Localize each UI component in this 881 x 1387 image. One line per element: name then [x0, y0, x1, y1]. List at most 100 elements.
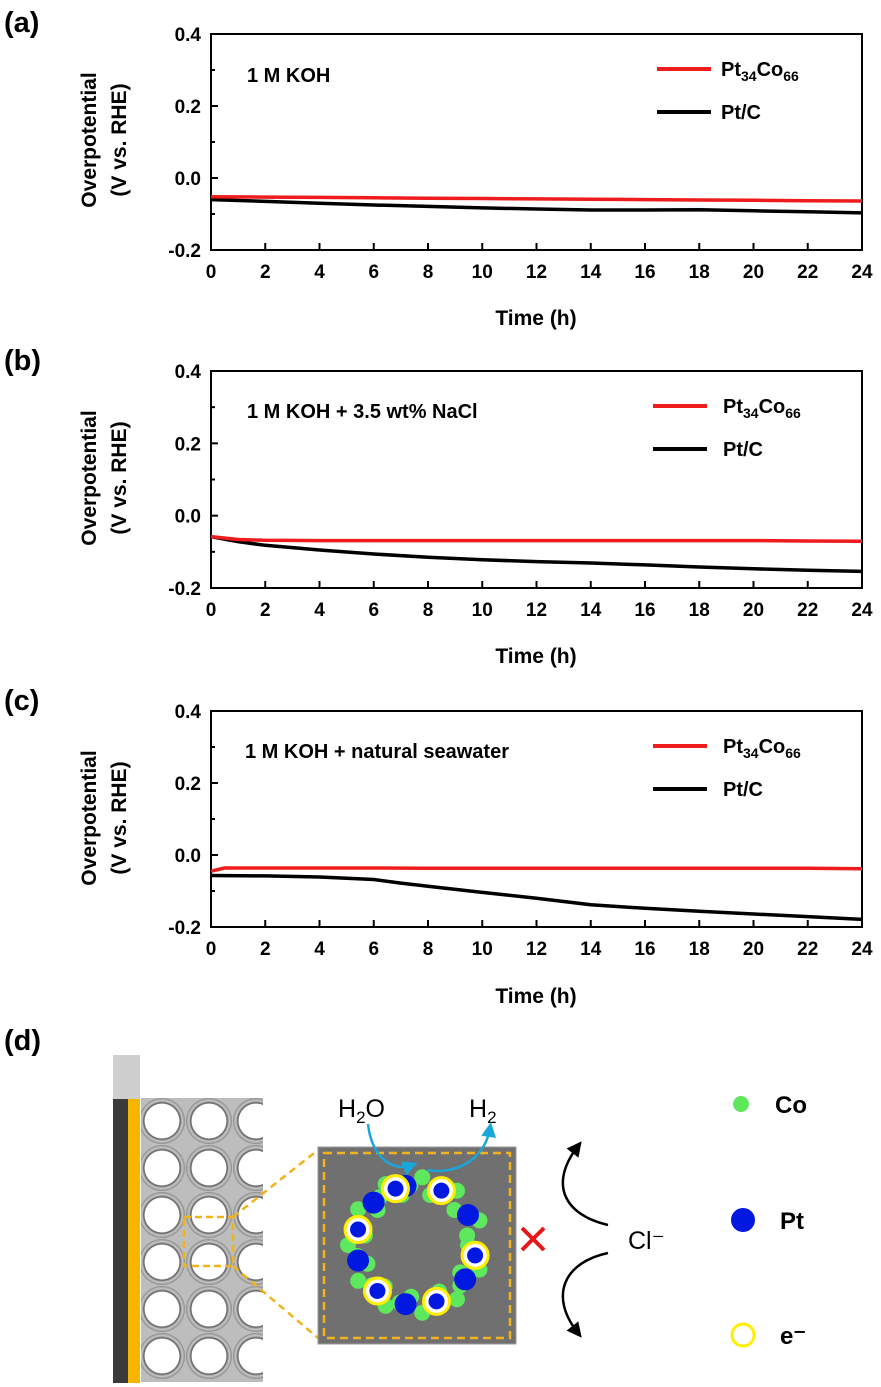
- y-axis-label-line1: Overpotential: [78, 410, 101, 545]
- y-ticks: -0.2 0.0 0.2 0.4: [168, 25, 218, 262]
- foam-pore: [233, 1145, 263, 1191]
- foam-pore: [186, 1239, 232, 1285]
- panel-d-schematic: (d) H2O H2 Cl⁻ Co Pt e⁻: [4, 1025, 807, 1383]
- x-tick-label: 4: [314, 600, 325, 621]
- series-line-ptc: [210, 873, 863, 922]
- x-axis-label: Time (h): [495, 985, 576, 1008]
- x-tick-label: 12: [526, 939, 547, 960]
- x-tick-label: 22: [797, 600, 818, 621]
- foam-pore: [280, 1098, 326, 1144]
- y-tick-label: 0.4: [175, 702, 202, 723]
- y-tick-label: 0.0: [175, 169, 201, 190]
- panel-b: (b) Overpotential (V vs. RHE) 0 2 4 6 8 10 12 1…: [4, 345, 873, 668]
- x-tick-label: 16: [634, 600, 655, 621]
- x-tick-label: 6: [368, 600, 379, 621]
- x-tick-label: 22: [797, 262, 818, 283]
- x-tick-label: 6: [368, 939, 379, 960]
- y-axis-label-line2: (V vs. RHE): [108, 83, 131, 196]
- legend-label-ptc: Pt/C: [723, 439, 763, 461]
- x-tick-label: 18: [689, 262, 710, 283]
- x-tick-label: 4: [314, 262, 325, 283]
- pt-particle: [362, 1191, 385, 1214]
- co-particle: [350, 1201, 367, 1218]
- electron-legend-label: e⁻: [780, 1323, 806, 1350]
- y-tick-label: 0.0: [175, 507, 201, 528]
- y-tick-label: -0.2: [168, 241, 201, 262]
- x-tick-label: 16: [634, 262, 655, 283]
- x-tick-label: 8: [423, 939, 434, 960]
- x-tick-label: 22: [797, 939, 818, 960]
- foam-pore: [141, 1192, 185, 1238]
- x-tick-label: 20: [743, 600, 764, 621]
- x-tick-label: 24: [851, 600, 873, 621]
- y-tick-label: 0.2: [175, 97, 201, 118]
- surface-to-h2-arrow: [427, 1122, 497, 1173]
- series-line-pt34co66: [210, 866, 863, 873]
- x-tick-label: 16: [634, 939, 655, 960]
- foam-pore: [186, 1145, 232, 1191]
- co-particle: [350, 1272, 367, 1289]
- y-tick-label: -0.2: [168, 579, 201, 600]
- cross-icon: [520, 1226, 546, 1252]
- x-tick-label: 2: [260, 262, 271, 283]
- co-particle: [448, 1291, 465, 1308]
- condition-label: 1 M KOH + 3.5 wt% NaCl: [247, 401, 478, 423]
- x-tick-label: 0: [206, 939, 217, 960]
- x-tick-label: 18: [689, 600, 710, 621]
- pt-particle: [394, 1293, 417, 1316]
- foam-pore: [233, 1098, 263, 1144]
- co-legend-label: Co: [775, 1092, 807, 1119]
- x-tick-label: 24: [851, 939, 873, 960]
- electrode-substrate: [113, 1099, 128, 1383]
- zoom-source-box: [182, 1215, 235, 1268]
- catalyst-ring: [340, 1169, 490, 1321]
- foam-pore: [186, 1286, 232, 1332]
- x-axis-label: Time (h): [495, 645, 576, 668]
- pt-particle: [350, 1221, 367, 1238]
- legend-label-ptco: Pt34Co66: [721, 59, 799, 84]
- y-tick-label: 0.2: [175, 434, 201, 455]
- y-tick-label: 0.4: [175, 25, 202, 46]
- x-tick-label: 24: [851, 262, 873, 283]
- x-axis-label: Time (h): [495, 307, 576, 330]
- h2o-label: H2O: [338, 1095, 385, 1127]
- electrode-cap: [113, 1055, 140, 1099]
- x-tick-label: 18: [689, 939, 710, 960]
- y-tick-label: 0.2: [175, 774, 201, 795]
- panel-label: (b): [4, 345, 41, 377]
- pt-particle: [428, 1293, 445, 1310]
- y-axis-label-line2: (V vs. RHE): [108, 421, 131, 534]
- legend-label-ptc: Pt/C: [723, 779, 763, 801]
- foam-pore: [233, 1192, 263, 1238]
- pt-particle: [433, 1182, 450, 1199]
- foam-pores: [141, 1098, 326, 1379]
- panel-c: (c) Overpotential (V vs. RHE) 0 2 4 6 8 10 12 1…: [4, 685, 873, 1008]
- y-axis-label-line1: Overpotential: [78, 750, 101, 885]
- y-ticks: -0.2 0.0 0.2 0.4: [168, 702, 218, 939]
- panel-label: (c): [4, 685, 39, 717]
- y-tick-label: -0.2: [168, 918, 201, 939]
- y-axis-label-line1: Overpotential: [78, 72, 101, 207]
- chloride-label: Cl⁻: [628, 1227, 665, 1255]
- panel-label: (d): [4, 1025, 41, 1057]
- condition-label: 1 M KOH: [247, 65, 330, 87]
- series-line-ptc: [210, 197, 863, 215]
- x-tick-label: 4: [314, 939, 325, 960]
- pt-particle: [369, 1282, 386, 1299]
- pt-particle: [387, 1180, 404, 1197]
- electron-legend-icon: [730, 1322, 756, 1348]
- pt-legend-label: Pt: [780, 1208, 804, 1235]
- foam-pore: [233, 1333, 263, 1379]
- x-ticks: 0 2 4 6 8 10 12 14 16 18 20 22 24: [206, 243, 873, 283]
- x-tick-label: 12: [526, 262, 547, 283]
- x-tick-label: 6: [368, 262, 379, 283]
- legend: Pt34Co66 Pt/C: [657, 59, 799, 124]
- foam-pore: [233, 1286, 263, 1332]
- x-tick-label: 0: [206, 262, 217, 283]
- series-line-pt34co66: [210, 194, 863, 203]
- y-tick-label: 0.0: [175, 846, 201, 867]
- legend: Pt34Co66 Pt/C: [653, 396, 801, 461]
- foam-pore: [233, 1239, 263, 1285]
- foam-pore: [186, 1098, 232, 1144]
- x-tick-label: 12: [526, 600, 547, 621]
